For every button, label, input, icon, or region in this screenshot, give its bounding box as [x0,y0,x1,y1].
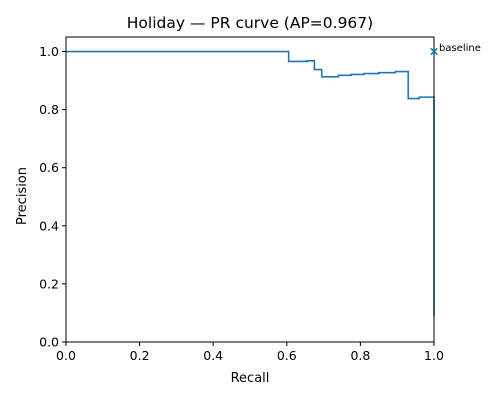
y-axis-ticks: 0.0 0.2 0.4 0.6 0.8 1.0 [39,44,66,350]
x-tick-label: 0.8 [350,348,370,363]
y-axis-label: Precision [15,167,30,225]
chart-title: Holiday — PR curve (AP=0.967) [127,14,373,32]
baseline-x-marker [430,47,438,56]
x-axis-label: Recall [231,371,270,386]
y-tick-label: 0.8 [39,102,59,117]
y-tick-label: 0.4 [39,218,59,233]
y-tick-label: 0.6 [39,160,59,175]
baseline-annotation: baseline [430,43,481,56]
x-tick-label: 0.2 [130,348,150,363]
x-tick-label: 0.6 [277,348,297,363]
y-tick-label: 1.0 [39,44,59,59]
x-tick-label: 0.0 [56,348,76,363]
x-tick-label: 1.0 [424,348,444,363]
y-tick-label: 0.2 [39,276,59,291]
axes-frame [65,36,435,343]
pr-curve-line [66,50,435,316]
baseline-label: baseline [439,43,481,54]
y-tick-label: 0.0 [39,335,59,350]
x-tick-label: 0.4 [203,348,223,363]
plot-area [66,50,435,316]
x-axis-ticks: 0.0 0.2 0.4 0.6 0.8 1.0 [56,342,444,363]
